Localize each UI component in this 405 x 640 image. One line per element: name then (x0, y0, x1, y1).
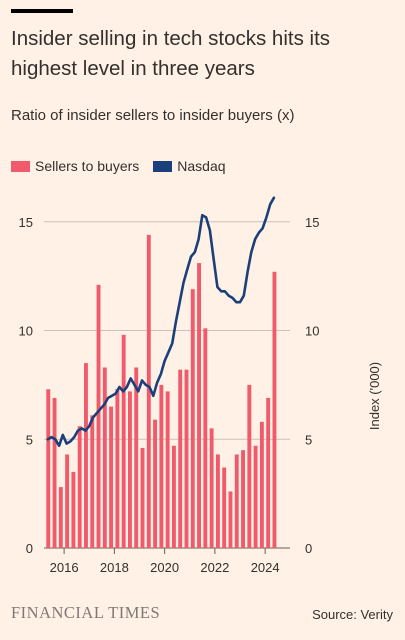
bar (71, 471, 76, 548)
legend-label-sellers: Sellers to buyers (35, 158, 140, 174)
chart-subtitle: Ratio of insider sellers to insider buye… (11, 107, 295, 124)
bar (134, 367, 139, 548)
bar (184, 369, 189, 548)
x-tick-label: 2022 (200, 560, 229, 575)
bar (171, 445, 176, 548)
bar (46, 389, 51, 548)
bar (52, 397, 57, 548)
x-tick-label: 2018 (100, 560, 129, 575)
bar (102, 367, 107, 548)
bar (272, 271, 277, 548)
bar (65, 454, 70, 548)
y-tick-label-right: 15 (305, 215, 319, 230)
y-axis-label-right: Index ('000) (367, 362, 382, 430)
ft-accent-bar (11, 9, 73, 13)
bar (228, 491, 233, 548)
bar (77, 426, 82, 548)
y-tick-label-left: 10 (19, 324, 33, 339)
bar (222, 467, 227, 548)
legend-item-nasdaq: Nasdaq (153, 158, 226, 174)
bar (115, 389, 120, 548)
source-note: Source: Verity (312, 607, 393, 622)
bar (215, 454, 220, 548)
y-tick-label-left: 15 (19, 215, 33, 230)
bar (165, 391, 170, 548)
bar (241, 450, 245, 548)
bar (190, 289, 195, 548)
y-tick-label-left: 0 (26, 541, 33, 556)
y-tick-label-right: 10 (305, 324, 319, 339)
nasdaq-line (46, 196, 276, 448)
bar (234, 454, 239, 548)
bar (140, 447, 145, 548)
bar (209, 428, 214, 548)
legend-swatch-nasdaq (153, 160, 173, 172)
x-tick-label: 2020 (150, 560, 179, 575)
bar (109, 406, 114, 548)
bar (247, 384, 252, 548)
bar (90, 415, 95, 548)
bar (178, 369, 183, 548)
bar (84, 363, 88, 548)
y-tick-label-left: 5 (26, 432, 33, 447)
bar (197, 263, 202, 548)
bar (58, 487, 63, 548)
bar (146, 234, 151, 549)
legend: Sellers to buyers Nasdaq (11, 158, 240, 174)
bar (266, 397, 271, 548)
bar (128, 391, 132, 548)
bars (46, 234, 277, 549)
bar (259, 421, 264, 548)
x-tick-label: 2024 (251, 560, 280, 575)
legend-item-sellers: Sellers to buyers (11, 158, 139, 174)
legend-label-nasdaq: Nasdaq (177, 158, 226, 174)
x-tick-label: 2016 (50, 560, 79, 575)
y-tick-label-right: 5 (305, 432, 312, 447)
legend-swatch-sellers (11, 160, 30, 172)
ft-logo: FINANCIAL TIMES (11, 603, 161, 622)
bar (121, 334, 126, 548)
chart-title: Insider selling in tech stocks hits its … (11, 27, 331, 80)
bar (253, 445, 258, 548)
bar (96, 284, 101, 548)
bar (203, 328, 208, 548)
bar (153, 419, 158, 548)
bar (159, 384, 164, 548)
axes: 0 0 5 5 10 10 15 15 Index ('000) 2016 2018 2020 2022… (19, 215, 382, 575)
nasdaq-line-group (46, 196, 276, 448)
y-tick-label-right: 0 (305, 541, 312, 556)
